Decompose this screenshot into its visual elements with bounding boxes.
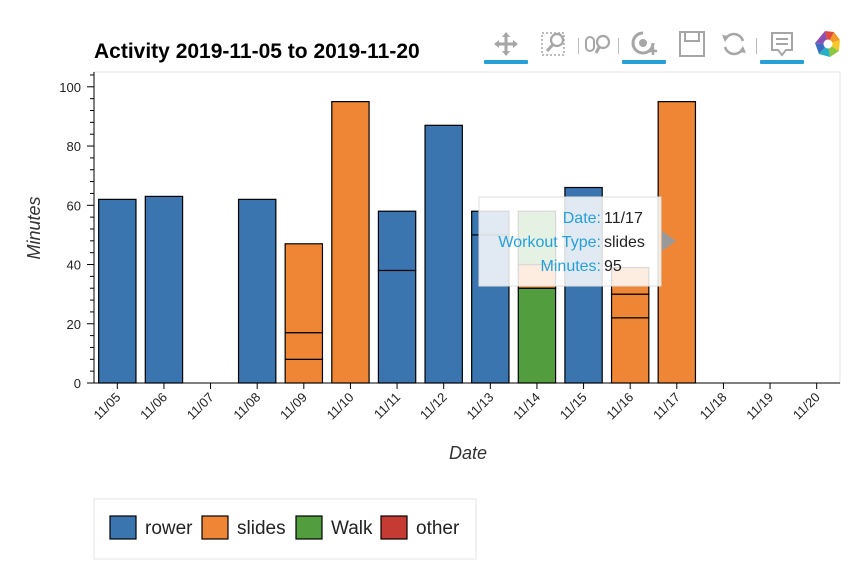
- bar-segment-11-09-slides: [284, 358, 324, 384]
- tooltip-arrow: [662, 231, 676, 251]
- x-tick-label: 11/15: [557, 390, 590, 423]
- bar-segment-11-14-walk: [517, 287, 557, 384]
- bar-segment-11-05-rower: [98, 198, 137, 384]
- legend-frame: [93, 498, 477, 560]
- bars-layer: [98, 101, 697, 384]
- x-tick-label: 11/14: [510, 390, 543, 423]
- bar-segment-11-09-slides: [284, 332, 324, 360]
- y-axis-label: Minutes: [24, 196, 44, 259]
- reset-tool[interactable]: [712, 26, 756, 62]
- save-tool[interactable]: [670, 26, 714, 62]
- bar-segment-11-09-slides: [284, 243, 324, 334]
- bar-segment-11-16-slides: [610, 317, 650, 384]
- x-tick-label: 11/18: [697, 390, 730, 423]
- box-zoom-tool[interactable]: [532, 26, 576, 62]
- hover-tool[interactable]: [760, 26, 804, 64]
- bar-segment-11-11-rower: [377, 269, 417, 384]
- bar-segment-11-08-rower: [237, 198, 277, 384]
- bokeh-logo[interactable]: [806, 26, 850, 62]
- tooltip-date-key: Date:: [563, 210, 601, 227]
- x-tick-label: 11/13: [463, 390, 496, 423]
- tooltip-type-value: slides: [604, 234, 645, 251]
- y-tick-label: 0: [74, 376, 81, 391]
- tooltip-box: [478, 196, 662, 287]
- toolbar: [484, 24, 854, 66]
- legend-label-other: other: [416, 518, 460, 539]
- y-tick-label: 60: [67, 198, 81, 213]
- y-tick-label: 20: [67, 317, 81, 332]
- wheel-zoom-tool[interactable]: [580, 26, 616, 62]
- x-tick-label: 11/06: [137, 390, 170, 423]
- reset-icon: [722, 32, 746, 56]
- x-tick-label: 11/08: [230, 390, 263, 423]
- tooltip-date-value: 11/17: [604, 210, 643, 227]
- zoom-in-tool[interactable]: [622, 26, 666, 64]
- bar-segment-11-12-rower: [424, 124, 463, 384]
- legend-swatch-other: [380, 515, 408, 540]
- bar-segment-11-16-slides: [610, 293, 650, 319]
- box-zoom-icon: [541, 32, 565, 56]
- tooltip-type-key: Workout Type:: [498, 234, 601, 251]
- x-tick-label: 11/16: [603, 390, 636, 423]
- y-tick-label: 100: [59, 80, 81, 95]
- plot-frame: [93, 71, 841, 384]
- x-tick-label: 11/07: [184, 390, 217, 423]
- legend-swatch-walk: [295, 515, 323, 540]
- legend-swatch-slides: [201, 515, 229, 540]
- tooltip: Date: 11/17 Workout Type: slides Minutes…: [478, 196, 676, 287]
- legend-label-walk: Walk: [331, 518, 373, 539]
- bokeh-logo-icon: [815, 31, 840, 57]
- x-tick-label: 11/17: [650, 390, 683, 423]
- pan-tool[interactable]: [484, 26, 528, 64]
- x-axis-label: Date: [449, 443, 487, 463]
- tooltip-minutes-key: Minutes:: [541, 258, 601, 275]
- legend-label-slides: slides: [237, 518, 286, 539]
- x-tick-label: 11/11: [371, 390, 403, 422]
- tooltip-minutes-value: 95: [604, 258, 622, 275]
- x-tick-label: 11/09: [277, 390, 310, 423]
- x-axis: 11/05 11/06 11/07 11/08 11/09 11/10 11/11 11/12…: [90, 382, 840, 423]
- bar-segment-11-11-rower: [377, 210, 417, 272]
- bar-segment-11-06-rower: [144, 195, 184, 384]
- legend-swatch-rower: [109, 515, 137, 540]
- pan-icon: [494, 32, 518, 56]
- wheel-zoom-icon: [585, 34, 611, 54]
- chart-title: Activity 2019-11-05 to 2019-11-20: [94, 40, 420, 63]
- y-tick-label: 80: [67, 139, 81, 154]
- hover-icon: [771, 32, 793, 57]
- x-tick-label: 11/12: [417, 390, 450, 423]
- legend: rower slides Walk other: [93, 498, 477, 560]
- y-axis: 0 20 40 60 80 100: [59, 72, 95, 391]
- zoom-in-icon: [631, 31, 657, 55]
- x-tick-label: 11/10: [324, 390, 357, 423]
- y-tick-label: 40: [67, 258, 81, 273]
- x-tick-label: 11/20: [790, 390, 823, 423]
- x-tick-label: 11/05: [90, 390, 123, 423]
- legend-label-rower: rower: [145, 518, 193, 539]
- bar-segment-11-10-slides: [331, 101, 370, 384]
- x-tick-label: 11/19: [743, 390, 776, 423]
- save-icon: [679, 31, 705, 57]
